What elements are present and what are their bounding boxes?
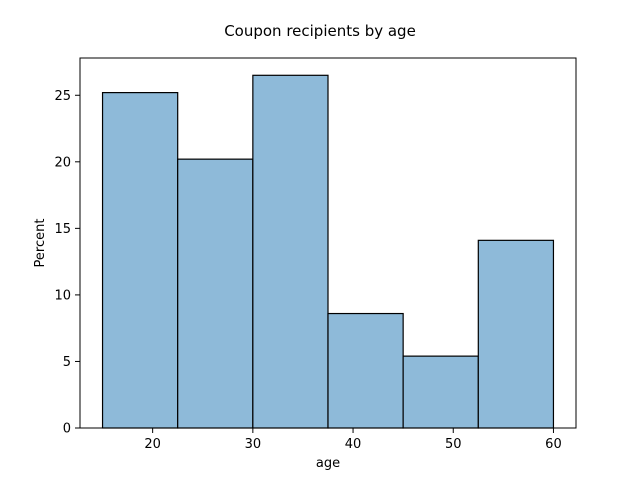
x-tick-label: 40 bbox=[345, 437, 362, 452]
x-tick-label: 20 bbox=[144, 437, 161, 452]
x-axis-label: age bbox=[316, 456, 340, 471]
plot-frame bbox=[79, 57, 577, 429]
chart-title: Coupon recipients by age bbox=[224, 22, 416, 40]
y-tick-label: 15 bbox=[54, 222, 71, 237]
y-tick-label: 20 bbox=[54, 155, 71, 170]
y-axis-label: Percent bbox=[33, 219, 48, 268]
histogram-bar-5 bbox=[402, 355, 479, 429]
histogram-bar-4 bbox=[327, 312, 404, 429]
y-tick-label: 5 bbox=[63, 355, 71, 370]
bars-group bbox=[101, 74, 555, 429]
x-tick-label: 30 bbox=[245, 437, 262, 452]
histogram-bar-6 bbox=[477, 239, 555, 429]
y-tick-label: 25 bbox=[54, 89, 71, 104]
x-tick-label: 50 bbox=[445, 437, 462, 452]
histogram-bar-3 bbox=[252, 74, 329, 429]
histogram-bar-1 bbox=[101, 92, 179, 429]
histogram-bar-2 bbox=[177, 158, 254, 429]
y-axis: 0 5 10 15 20 25 bbox=[54, 89, 80, 437]
y-tick-label: 10 bbox=[54, 288, 71, 303]
x-tick-label: 60 bbox=[545, 437, 562, 452]
y-tick-label: 0 bbox=[63, 422, 71, 437]
x-axis: 20 30 40 50 60 bbox=[144, 428, 562, 452]
